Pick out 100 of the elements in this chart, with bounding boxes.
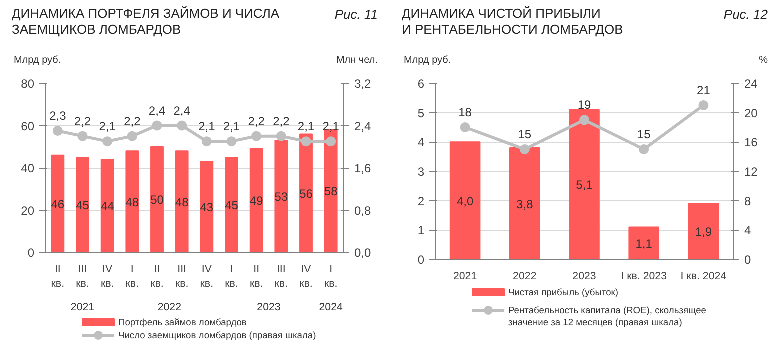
point [152, 120, 162, 131]
x-tick-label: I кв. [126, 264, 140, 290]
bar [51, 154, 65, 252]
y2-tick-label: 16 [744, 136, 758, 150]
data-label: 21 [697, 84, 711, 98]
bar [628, 226, 660, 260]
data-label: 2,1 [198, 120, 216, 134]
bar [200, 161, 214, 252]
legend-label: Рентабельность капитала (ROE), скользящее значение за 12 месяцев (правая шкала) [508, 306, 706, 328]
point [177, 120, 188, 131]
data-label: 48 [126, 195, 140, 210]
y2-tick-label: 0,8 [354, 204, 372, 218]
data-label: 2,2 [248, 114, 266, 128]
y2-tick-label: 12 [744, 165, 758, 179]
point [580, 115, 590, 126]
x-tick-label: I кв. 2023 [621, 270, 668, 282]
bar [688, 203, 720, 260]
x-tick-label: I кв. [324, 264, 338, 290]
data-label: 4,0 [456, 194, 474, 208]
y2-tick-label: 8 [744, 194, 752, 208]
x-tick-label: 2023 [572, 270, 596, 282]
data-label: 2,2 [74, 114, 92, 128]
bar [510, 148, 540, 260]
y-tick-label: 40 [21, 162, 35, 176]
data-label: 45 [76, 198, 90, 212]
data-label: 15 [518, 128, 532, 142]
x-tick-label: 2022 [513, 270, 537, 282]
data-label: 19 [578, 98, 592, 112]
point [276, 131, 286, 142]
y2-tick-label: 0,0 [354, 246, 372, 260]
point [460, 122, 470, 132]
bar [450, 142, 481, 260]
text: 2024 [319, 302, 344, 314]
y-tick-label: 20 [21, 204, 35, 218]
point [202, 136, 212, 147]
data-label: 2,4 [174, 104, 191, 118]
x-tick-label: II кв. [51, 264, 65, 290]
x-tick-label: 2021 [453, 270, 478, 282]
y2-axis-title: % [759, 54, 768, 68]
y-axis-title: Млрд руб. [14, 54, 62, 68]
y2-tick-label: 4 [744, 224, 752, 238]
y-tick-label: 80 [21, 77, 35, 91]
data-label: 2,2 [124, 114, 142, 128]
data-label: 58 [324, 184, 338, 199]
y2-tick-label: 3,2 [354, 77, 372, 91]
y-tick-label: 0 [28, 246, 35, 260]
text: 2023 [257, 302, 281, 314]
y2-tick-label: 2,4 [354, 119, 372, 134]
chart-title: ДИНАМИКА ПОРТФЕЛЯ ЗАЙМОВ И ЧИСЛА ЗАЕМЩИКОВ ЛОМБАРДОВ [12, 6, 280, 38]
y-tick-label: 4 [418, 136, 425, 150]
point [520, 144, 530, 154]
legend-label: Портфель займов ломбардов [118, 318, 247, 328]
point [127, 131, 138, 142]
data-label: 2,4 [148, 104, 166, 118]
bar [225, 156, 238, 252]
chart-subtitle: Рис. 11 [334, 6, 378, 24]
point [102, 136, 113, 147]
bar [274, 140, 288, 252]
text: 2021 [70, 302, 95, 314]
x-tick-label: IV кв. [300, 264, 313, 290]
bar [126, 150, 140, 252]
legend-label: Число заемщиков ломбардов (правая шкала) [118, 330, 316, 340]
x-tick-label: III кв. [274, 264, 288, 290]
x-tick-label: II кв. [150, 264, 164, 290]
point [698, 100, 709, 110]
bar [100, 159, 114, 252]
data-label: 2,1 [99, 120, 116, 134]
data-label: 56 [300, 186, 314, 201]
x-tick-label: IV кв. [200, 264, 214, 290]
bar [300, 134, 313, 252]
y-tick-label: 6 [418, 77, 425, 91]
x-tick-label: IV кв. [100, 264, 114, 290]
y2-tick-label: 0 [744, 253, 752, 267]
point [226, 136, 237, 147]
y2-tick-label: 1,6 [354, 162, 372, 176]
x-tick-label: II кв. [250, 264, 264, 290]
point [301, 136, 312, 147]
point [78, 131, 88, 142]
data-label: 49 [250, 194, 264, 208]
chart-title: ДИНАМИКА ЧИСТОЙ ПРИБЫЛИ И РЕНТАБЕЛЬНОСТИ ЛОМБАРДОВ [402, 6, 624, 38]
y2-axis-title: Млн чел. [336, 54, 378, 68]
bar [175, 150, 189, 252]
data-label: 2,2 [273, 114, 290, 128]
data-label: 44 [100, 200, 115, 214]
x-tick-label: III кв. [175, 264, 189, 290]
data-label: 15 [637, 128, 652, 142]
data-label: 50 [150, 193, 164, 208]
data-label: 48 [175, 195, 190, 210]
y-tick-label: 3 [418, 165, 425, 179]
x-tick-label: I кв. 2024 [680, 270, 727, 282]
x-tick-label: III кв. [76, 264, 90, 290]
chart-subtitle: Рис. 12 [724, 6, 768, 24]
y2-tick-label: 20 [744, 106, 758, 120]
y-axis-title: Млрд руб. [404, 54, 452, 68]
legend-label: Чистая прибыль (убыток) [508, 288, 618, 298]
data-label: 2,1 [298, 120, 315, 134]
y-tick-label: 0 [418, 253, 425, 267]
point [326, 136, 336, 147]
y-tick-label: 2 [418, 194, 425, 208]
bar [569, 109, 600, 260]
